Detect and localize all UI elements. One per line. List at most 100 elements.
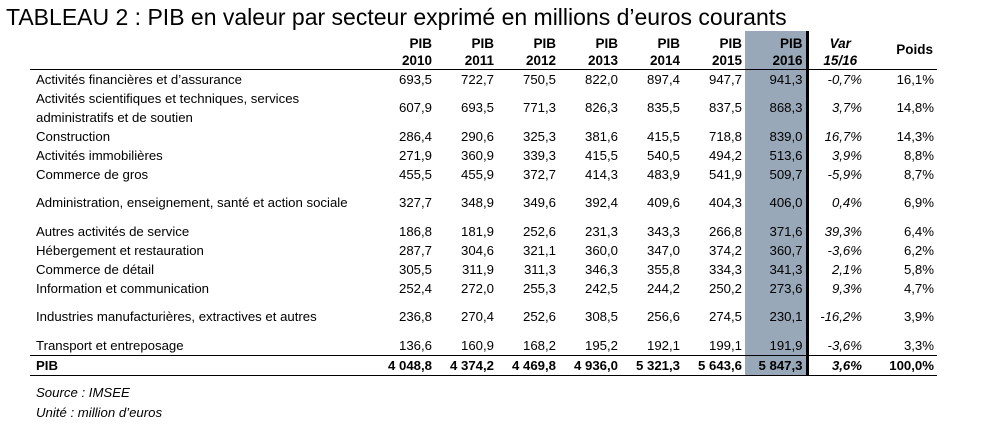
pib-value-2016: 273,6 (745, 278, 809, 298)
sector-label: Administration, enseignement, santé et a… (36, 195, 348, 210)
variation-value: 0,4% (831, 195, 862, 210)
variation-value: -0,7% (827, 71, 862, 87)
pib-value-2012: 372,7 (522, 166, 556, 182)
pib-value-2010: 327,7 (398, 195, 432, 210)
pib-value-2015: 837,5 (708, 100, 742, 115)
pib-value-2016: 191,9 (745, 335, 809, 355)
pib-value-2016: 839,0 (745, 126, 809, 146)
pib-value-2015: 541,9 (708, 166, 742, 182)
pib-value-2011: 181,9 (460, 223, 494, 239)
weight-value: 8,7% (903, 166, 934, 182)
variation-value: -16,2% (820, 309, 862, 324)
table-row: Construction 286,4 290,6 325,3 381,6 415,5 718… (30, 126, 937, 146)
pib-value-2013: 195,2 (584, 337, 618, 353)
weight-value: 3,3% (903, 337, 934, 353)
pib-value-2016: 360,7 (745, 240, 809, 260)
pib-value-2013: 822,0 (584, 71, 618, 87)
variation-value: 39,3% (824, 223, 862, 239)
unit-note: Unité : million d’euros (36, 405, 163, 420)
pib-value-2011: 4 374,2 (435, 354, 497, 376)
table-row: Activités immobilières 271,9 360,9 339,3 415… (30, 145, 937, 165)
pib-value-2012: 255,3 (522, 280, 556, 296)
pib-value-2010: 4 048,8 (373, 354, 435, 376)
pib-value-2015: 199,1 (708, 337, 742, 353)
pib-value-2010: 286,4 (398, 128, 432, 144)
pib-value-2014: 897,4 (646, 71, 680, 87)
pib-value-2016: 341,3 (745, 259, 809, 279)
pib-value-2014: 835,5 (646, 100, 680, 115)
table-row: Industries manufacturières, extractives … (30, 297, 937, 336)
pib-value-2011: 160,9 (460, 337, 494, 353)
pib-value-2016: 371,6 (745, 221, 809, 241)
pib-value-2013: 231,3 (584, 223, 618, 239)
pib-value-2011: 290,6 (460, 128, 494, 144)
sector-label: PIB (30, 354, 373, 376)
page-title: TABLEAU 2 : PIB en valeur par secteur ex… (6, 4, 787, 30)
pib-value-2011: 304,6 (460, 242, 494, 258)
pib-value-2012: 311,3 (523, 261, 556, 277)
sector-label: Activités immobilières (36, 147, 163, 163)
pib-value-2015: 947,7 (708, 71, 742, 87)
pib-value-2013: 381,6 (584, 128, 618, 144)
sector-label: Autres activités de service (36, 223, 190, 239)
pib-value-2012: 325,3 (522, 128, 556, 144)
pib-value-2012: 771,3 (522, 100, 556, 115)
pib-value-2013: 346,3 (584, 261, 618, 277)
table-row: Hébergement et restauration 287,7 304,6 321… (30, 240, 937, 260)
pib-value-2013: 308,5 (584, 309, 618, 324)
pib-value-2013: 360,0 (584, 242, 618, 258)
pib-value-2015: 250,2 (708, 280, 742, 296)
pib-value-2012: 4 469,8 (497, 354, 559, 376)
pib-value-2015: 494,2 (708, 147, 742, 163)
pib-value-2010: 271,9 (398, 147, 432, 163)
sector-label: Activités financières et d’assurance (36, 71, 242, 87)
pib-value-2011: 722,7 (460, 71, 494, 87)
variation-value: 16,7% (824, 128, 862, 144)
source-note: Source : IMSEE (36, 385, 130, 400)
variation-value: 3,9% (831, 147, 862, 163)
pib-value-2013: 414,3 (584, 166, 618, 182)
variation-value: 2,1% (831, 261, 862, 277)
weight-value: 6,9% (903, 195, 934, 210)
sector-label: Construction (36, 128, 111, 144)
pib-value-2011: 693,5 (460, 100, 494, 115)
pib-value-2016: 230,1 (745, 297, 809, 336)
pib-value-2012: 252,6 (522, 309, 556, 324)
pib-value-2012: 750,5 (522, 71, 556, 87)
table-notes: Source : IMSEE Unité : million d’euros (36, 383, 162, 423)
weight-value: 8,8% (903, 147, 934, 163)
pib-value-2013: 242,5 (584, 280, 618, 296)
pib-value-2013: 4 936,0 (559, 354, 621, 376)
weight-value: 5,8% (903, 261, 934, 277)
weight-value: 3,9% (903, 309, 934, 324)
header-pib-2015: PIB 2015 (683, 31, 745, 70)
weight-value: 6,2% (903, 242, 934, 258)
header-pib-2016: PIB 2016 (745, 31, 809, 70)
pib-value-2012: 252,6 (522, 223, 556, 239)
pib-value-2013: 392,4 (584, 195, 618, 210)
header-pib-2013: PIB 2013 (559, 31, 621, 70)
gdp-table: PIB 2010 PIB 2011 PIB 2012 PIB 2013 PIB 2014 … (30, 31, 937, 376)
table-row: Commerce de gros 455,5 455,9 372,7 414,3 483,… (30, 164, 937, 184)
pib-value-2016: 5 847,3 (745, 354, 809, 376)
table-row: Transport et entreposage 136,6 160,9 168,2 1… (30, 335, 937, 355)
pib-value-2014: 192,1 (646, 337, 680, 353)
pib-value-2012: 321,1 (522, 242, 556, 258)
pib-value-2014: 5 321,3 (621, 354, 683, 376)
pib-value-2012: 349,6 (522, 195, 556, 210)
header-poids: Poids (872, 31, 937, 70)
pib-value-2015: 718,8 (708, 128, 742, 144)
sector-label: Industries manufacturières, extractives … (36, 309, 317, 324)
pib-value-2012: 339,3 (522, 147, 556, 163)
pib-value-2011: 272,0 (460, 280, 494, 296)
pib-value-2010: 252,4 (398, 280, 432, 296)
sector-label: Activités scientifiques et techniques, s… (36, 90, 300, 125)
pib-value-2010: 287,7 (398, 242, 432, 258)
total-row: PIB 4 048,8 4 374,2 4 469,8 4 936,0 5 321,3 5 … (30, 354, 937, 376)
variation-value: 3,6% (807, 354, 872, 376)
pib-value-2010: 305,5 (398, 261, 432, 277)
table-row: Information et communication 252,4 272,0 25… (30, 278, 937, 298)
pib-value-2015: 334,3 (708, 261, 742, 277)
header-pib-2014: PIB 2014 (621, 31, 683, 70)
header-pib-2012: PIB 2012 (497, 31, 559, 70)
